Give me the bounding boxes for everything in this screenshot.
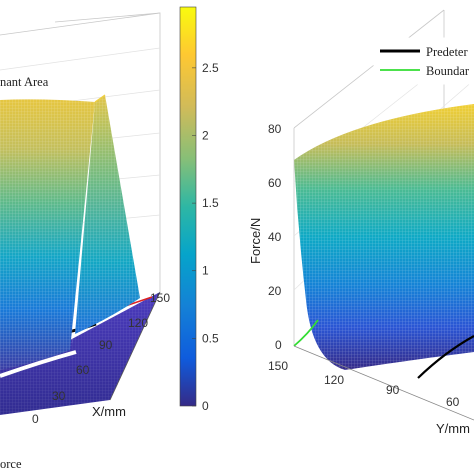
x-tick-120: 120 xyxy=(128,316,148,330)
z-axis-label: Force/N xyxy=(248,218,263,264)
colorbar-gradient xyxy=(179,6,197,407)
x-tick-150: 150 xyxy=(150,291,170,305)
right-boundary-curve xyxy=(293,319,319,347)
right-z-axis: 80 60 40 20 0 Force/N xyxy=(248,122,282,352)
right-floor-edge xyxy=(293,345,474,421)
z-tick-20: 20 xyxy=(268,284,282,298)
legend-box xyxy=(373,37,474,85)
x-tick-90: 90 xyxy=(99,338,113,352)
y-axis-label: Y/mm xyxy=(436,421,470,436)
y-tick-60: 60 xyxy=(446,395,460,409)
z-tick-40: 40 xyxy=(268,230,282,244)
z-tick-0: 0 xyxy=(275,338,282,352)
colorbar-tick-label: 0.5 xyxy=(202,331,219,345)
right-legend: Predeter Boundar xyxy=(373,37,474,85)
right-chart: Predeter Boundar 80 60 40 20 0 Force/N 1… xyxy=(248,9,474,436)
left-floor-mesh xyxy=(0,292,160,415)
left-base-curve xyxy=(0,350,77,378)
right-predetermined-curve xyxy=(417,335,474,379)
colorbar-tick-label: 1.5 xyxy=(202,196,219,210)
legend-label-predetermined: Predeter xyxy=(426,45,468,59)
x-tick-60: 60 xyxy=(76,363,90,377)
x-tick-30: 30 xyxy=(52,389,66,403)
z-tick-80: 80 xyxy=(268,122,282,136)
colorbar-tick-label: 1 xyxy=(202,264,209,278)
z-tick-60: 60 xyxy=(268,176,282,190)
colorbar-tick-label: 0 xyxy=(202,399,209,413)
y-tick-90: 90 xyxy=(386,383,400,397)
colorbar-tick-label: 2.5 xyxy=(202,61,219,75)
right-y-axis: 150 120 90 60 Y/mm xyxy=(268,359,470,436)
colorbar: 0 0.5 1 1.5 2 2.5 xyxy=(179,6,219,413)
left-chart: nant Area orce 0 30 60 90 120 150 X/mm xyxy=(0,12,170,471)
x-axis-label: X/mm xyxy=(92,404,126,419)
y-tick-120: 120 xyxy=(324,373,344,387)
left-x-axis: 0 30 60 90 120 150 X/mm xyxy=(32,291,170,426)
right-surface-mesh xyxy=(294,104,474,370)
left-legend-fragment: nant Area xyxy=(0,75,49,89)
legend-label-boundary: Boundar xyxy=(426,64,470,78)
x-tick-0: 0 xyxy=(32,412,39,426)
left-surface-ridge xyxy=(94,94,106,103)
left-surface-mesh xyxy=(0,95,140,370)
colorbar-ticks: 0 0.5 1 1.5 2 2.5 xyxy=(192,61,219,413)
left-bottom-fragment: orce xyxy=(0,457,22,471)
y-tick-150: 150 xyxy=(268,359,288,373)
colorbar-tick-label: 2 xyxy=(202,128,209,142)
